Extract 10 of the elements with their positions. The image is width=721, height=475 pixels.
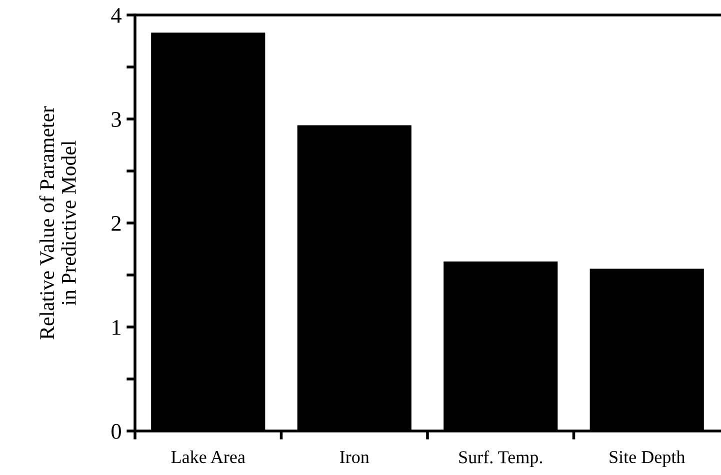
y-tick-label: 1 (112, 320, 120, 335)
y-tick-label: 3 (112, 112, 121, 127)
y-tick-label: 0 (112, 424, 121, 439)
x-tick-label: Iron (340, 451, 370, 464)
y-axis-title: Relative Value of Parameter in Predictive Model (39, 106, 76, 340)
x-tick-label: Lake Area (171, 450, 246, 464)
y-tick-label: 2 (112, 216, 121, 231)
x-tick-label: Site Depth (610, 450, 685, 467)
x-tick-label: Surf. Temp. (459, 450, 542, 467)
y-tick-label: 4 (111, 8, 122, 23)
